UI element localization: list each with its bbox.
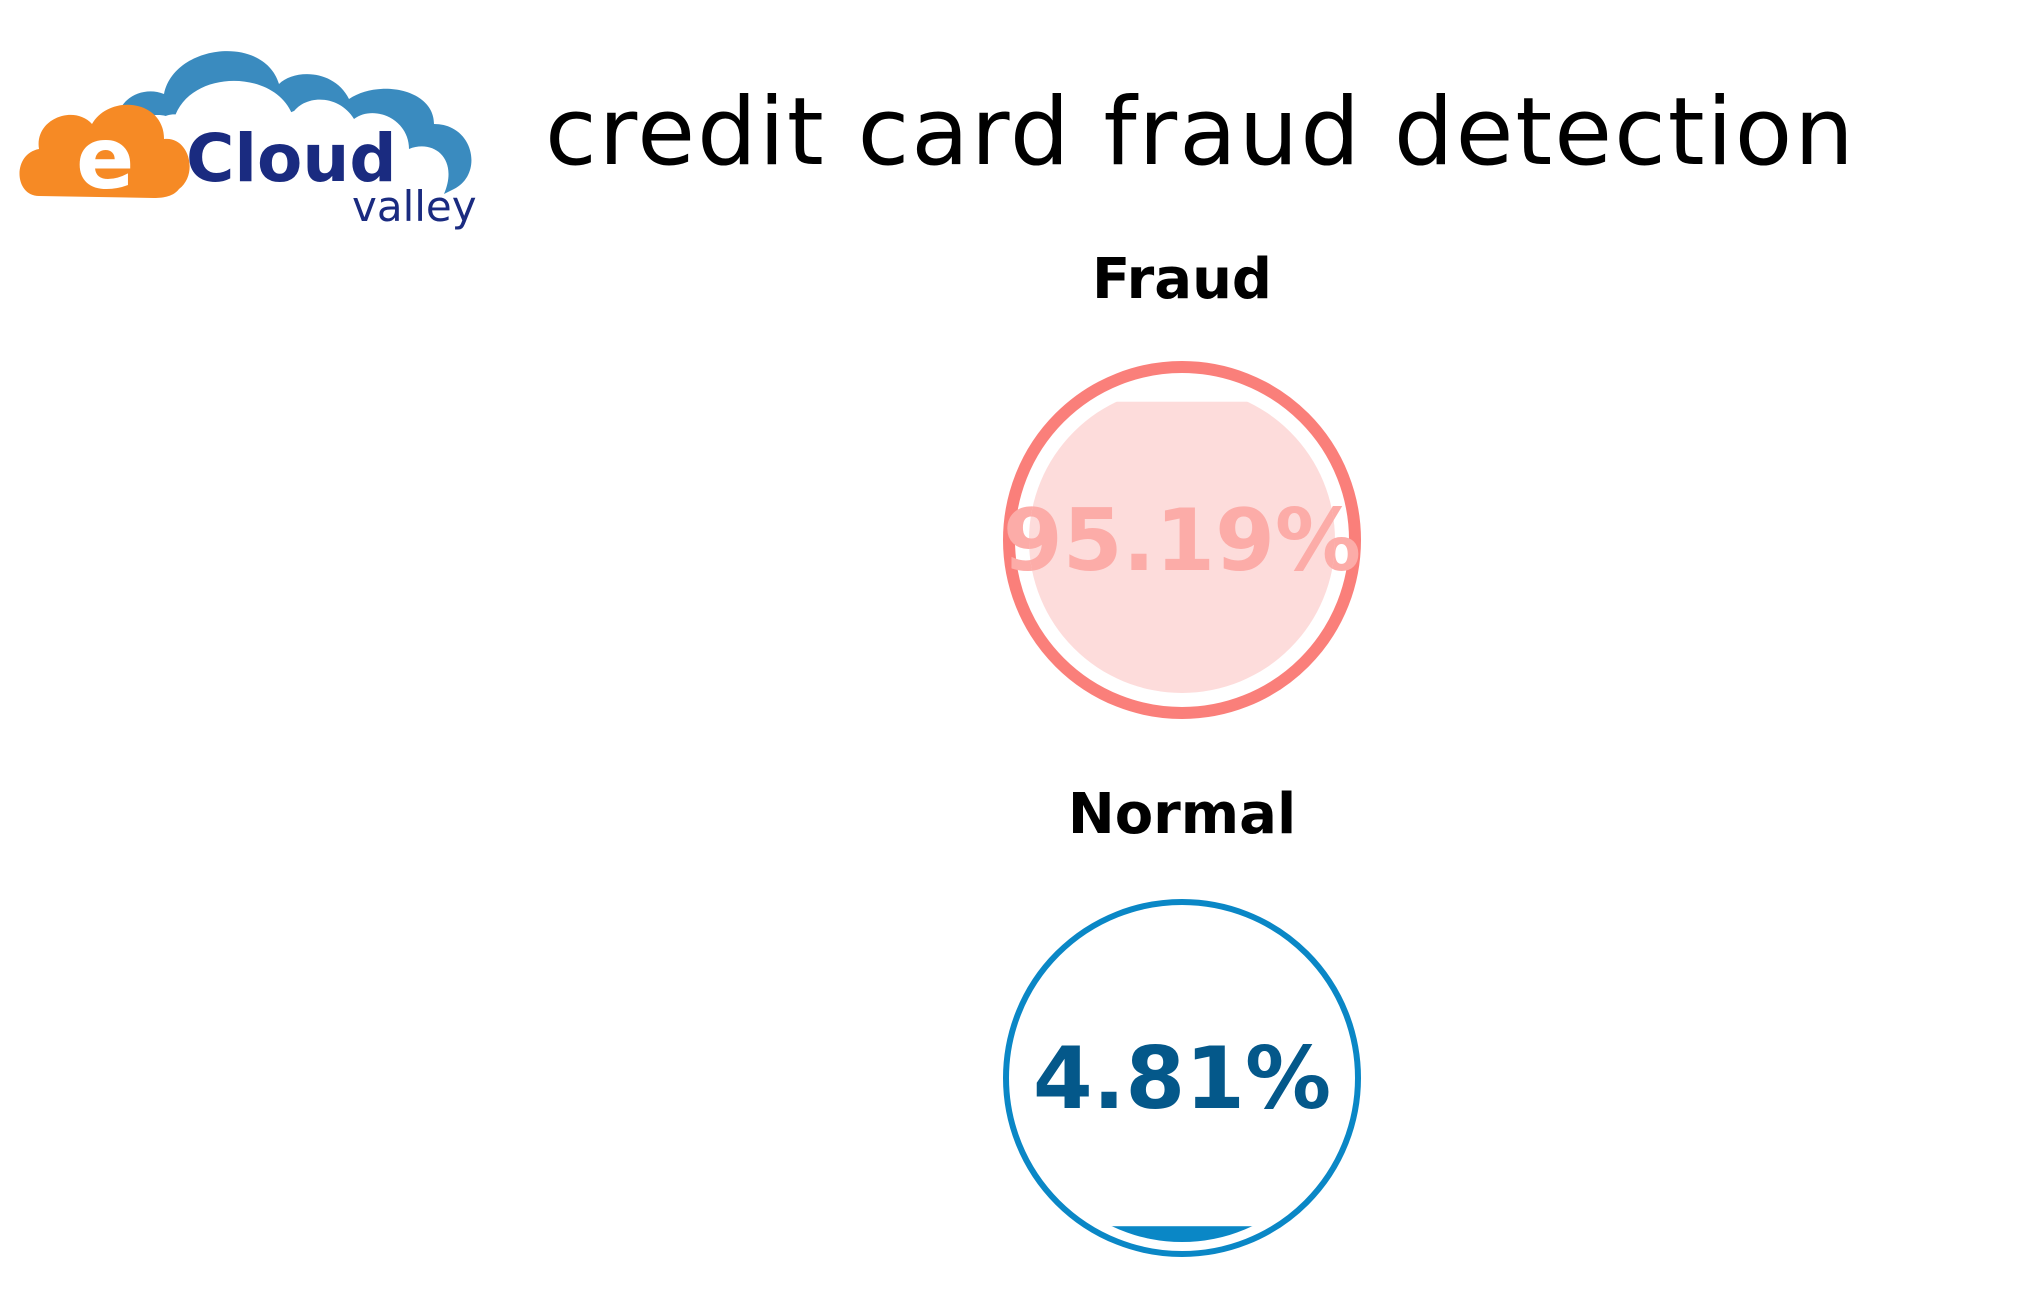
fraud-gauge: 95.19% 95.19% — [1000, 358, 1364, 722]
normal-gauge: 4.81% — [1000, 896, 1364, 1260]
fraud-gauge-fill — [1029, 401, 1335, 693]
page-title: credit card fraud detection — [545, 78, 1856, 187]
normal-gauge-label: Normal — [1067, 782, 1297, 847]
fraud-liquid-gauge: 95.19% 95.19% — [1003, 361, 1361, 719]
normal-gauge-value: 4.81% — [1033, 1029, 1331, 1129]
logo-e-letter: e — [76, 109, 134, 209]
normal-gauge-ring — [1003, 899, 1361, 1257]
ecloudvalley-logo: e Cloud valley — [14, 24, 494, 239]
fraud-gauge-label: Fraud — [1091, 247, 1273, 312]
cloud-logo-icon: e Cloud valley — [19, 51, 477, 231]
logo-cloud-text: Cloud — [186, 120, 397, 197]
fraud-gauge-ring — [1003, 361, 1361, 719]
logo-valley-text: valley — [352, 182, 477, 231]
fraud-gauge-value: 95.19% — [1003, 491, 1361, 591]
normal-liquid-gauge: 4.81% — [1003, 899, 1361, 1257]
